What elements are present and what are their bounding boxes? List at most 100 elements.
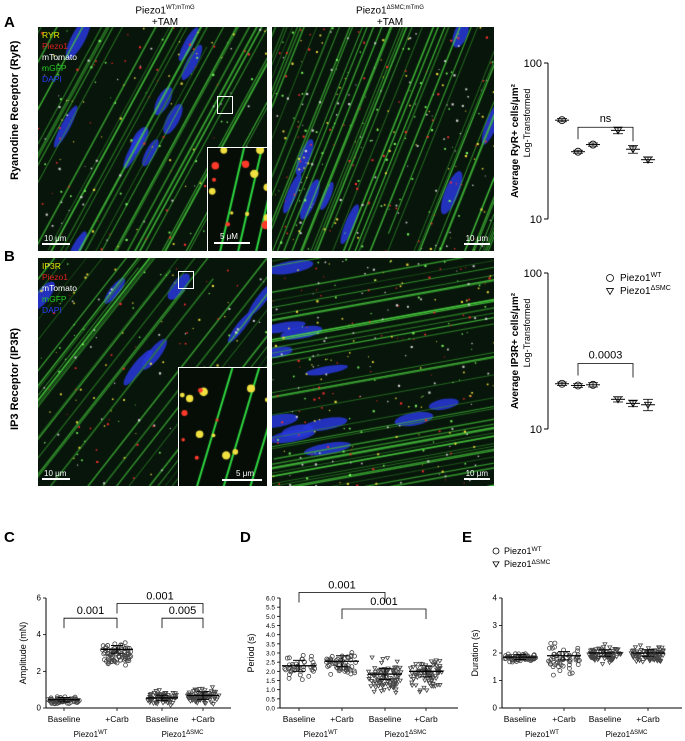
significance-label: 0.0003	[589, 350, 623, 362]
data-point	[592, 656, 598, 661]
data-point	[610, 651, 616, 657]
data-point	[371, 689, 377, 695]
data-point	[656, 645, 662, 650]
data-point	[375, 669, 382, 674]
channel-label: DAPI	[42, 74, 62, 84]
data-point	[309, 667, 315, 673]
y-axis-label: Amplitude (mN)	[18, 622, 28, 685]
data-point	[185, 696, 192, 702]
x-tick-label: +Carb	[636, 714, 660, 724]
data-point	[430, 682, 436, 687]
data-point	[194, 690, 201, 695]
data-point	[186, 690, 193, 696]
group-label: Piezo1ΔSMC	[162, 730, 204, 739]
data-point	[550, 672, 556, 678]
data-point	[613, 127, 623, 135]
data-point	[301, 667, 306, 673]
data-point	[122, 640, 128, 646]
data-point	[615, 647, 621, 653]
y-tick-label: 2	[493, 649, 498, 658]
data-point	[426, 681, 432, 686]
data-point	[595, 657, 601, 663]
data-point	[381, 682, 387, 688]
y-axis-sublabel: Log-Transformed	[522, 299, 532, 368]
data-point	[630, 648, 637, 654]
data-point	[391, 665, 398, 671]
y-tick-label: 3.0	[266, 651, 275, 658]
data-point	[633, 659, 640, 665]
group-label: Piezo1WT	[74, 730, 108, 739]
data-point	[147, 700, 153, 706]
data-point	[187, 699, 194, 704]
data-point	[209, 685, 216, 691]
data-point	[352, 653, 357, 659]
data-point	[547, 659, 553, 665]
data-point	[548, 640, 554, 646]
micrograph-ip3r-smc-canvas	[272, 258, 494, 486]
significance-bracket	[161, 617, 204, 629]
channel-label: mGFP	[42, 294, 67, 304]
data-point	[429, 678, 435, 683]
data-point	[547, 645, 552, 651]
data-point	[574, 381, 582, 390]
data-point	[311, 668, 316, 674]
data-point	[602, 642, 608, 647]
group-label-main: Piezo1	[162, 730, 187, 739]
data-point	[647, 657, 654, 663]
data-point	[202, 701, 209, 707]
y-tick-label: 5.0	[266, 614, 275, 621]
y-tick-label: 2	[37, 667, 42, 676]
y-tick-label: 1	[493, 676, 498, 685]
significance-bracket	[577, 363, 634, 378]
header-smc-main: Piezo1	[356, 5, 387, 17]
data-point	[610, 656, 617, 662]
panel-letter-c: C	[4, 529, 15, 546]
data-point	[600, 645, 607, 650]
y-tick-label: 3	[493, 621, 498, 630]
data-point	[374, 674, 380, 680]
data-point	[417, 689, 423, 695]
data-point	[398, 670, 404, 675]
x-tick-label: Baseline	[283, 714, 316, 724]
data-point	[660, 653, 666, 659]
data-point	[151, 690, 157, 696]
significance-bracket	[341, 608, 427, 619]
x-tick-label: Baseline	[48, 714, 81, 724]
data-point	[575, 648, 580, 654]
data-point	[212, 696, 218, 702]
data-point	[433, 658, 439, 664]
inset-b-canvas	[179, 368, 267, 486]
data-point	[552, 644, 557, 650]
data-point	[353, 660, 359, 665]
data-point	[607, 645, 613, 651]
data-point	[109, 658, 115, 664]
chart-a-ryr: 100 10 Average RyR+ cells/μm² Log-Transform…	[510, 58, 655, 226]
data-point	[333, 661, 339, 667]
data-point	[390, 685, 397, 691]
group-label-main: Piezo1	[525, 730, 550, 739]
data-point	[575, 645, 581, 651]
group-label-sup: WT	[550, 730, 560, 736]
data-point	[338, 657, 343, 663]
channel-label: mGFP	[42, 63, 67, 73]
micrograph-ip3r-smc: 10 μm	[272, 258, 494, 486]
data-point	[150, 701, 157, 707]
data-point	[628, 146, 638, 154]
data-point	[558, 662, 564, 668]
group-label-main: Piezo1	[606, 730, 631, 739]
data-point	[414, 675, 420, 681]
data-point	[606, 660, 613, 666]
y-tick-label: 4	[37, 630, 42, 639]
legend-marker	[605, 288, 615, 296]
y-tick-label: 5.5	[266, 605, 275, 612]
data-point	[552, 640, 558, 646]
data-point	[67, 696, 73, 702]
legend-label-main: Piezo1	[504, 559, 532, 569]
data-point	[589, 647, 595, 653]
data-point	[613, 396, 623, 404]
data-point	[660, 649, 666, 654]
data-point	[413, 683, 419, 689]
group-label: Piezo1ΔSMC	[385, 730, 427, 739]
legend-label-sup: WT	[651, 272, 663, 279]
data-point	[371, 681, 377, 687]
